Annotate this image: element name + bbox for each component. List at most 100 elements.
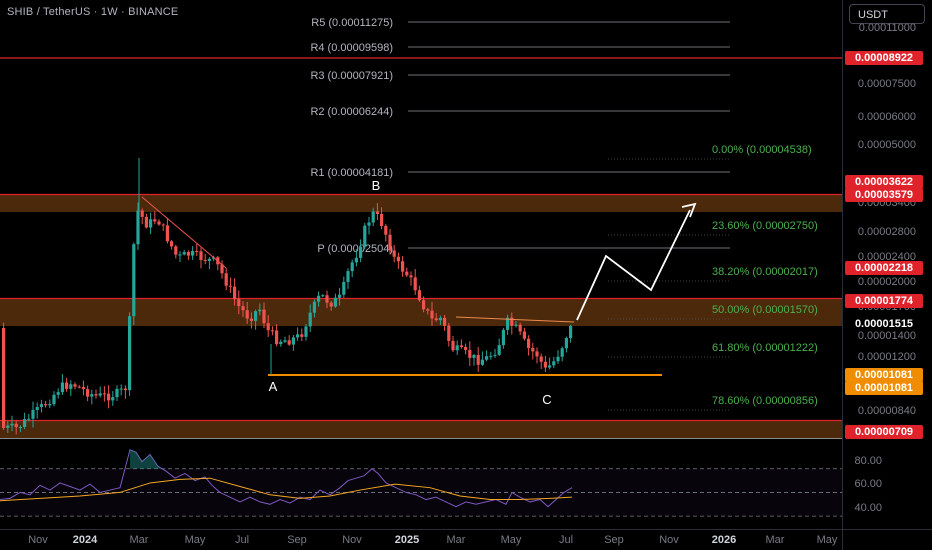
candle-body	[165, 225, 169, 242]
price-badge: 0.00003579	[845, 188, 923, 202]
candle-body	[86, 389, 90, 397]
resistance-zone	[0, 298, 842, 326]
wave-label-c: C	[542, 392, 551, 407]
candle-body	[291, 337, 295, 345]
candle-body	[237, 299, 241, 307]
candle-body	[90, 394, 94, 397]
price-tick-label: 0.00002000	[857, 276, 916, 288]
price-tick-label: 0.00001400	[857, 330, 916, 342]
candle-body	[468, 349, 472, 358]
price-badge: 0.00001774	[845, 294, 923, 308]
candle-body	[258, 309, 262, 312]
candle-body	[304, 326, 308, 337]
candle-body	[375, 211, 379, 214]
candle-body	[396, 256, 400, 262]
candle-body	[39, 404, 43, 408]
candle-body	[52, 394, 56, 405]
candle-body	[279, 341, 283, 345]
candle-body	[401, 261, 405, 272]
candle-body	[497, 345, 501, 355]
time-tick-label: May	[500, 534, 522, 546]
candle-body	[518, 324, 522, 332]
price-badge: 0.00008922	[845, 51, 923, 65]
candle-body	[308, 312, 312, 327]
candle-body	[287, 340, 291, 345]
candle-body	[531, 347, 535, 352]
candle-body	[111, 397, 115, 401]
candle-body	[564, 338, 568, 349]
candle-body	[312, 301, 316, 313]
candle-body	[115, 388, 119, 398]
candle-body	[493, 354, 497, 356]
candle-body	[149, 219, 153, 228]
candle-body	[186, 252, 190, 256]
candle-body	[98, 393, 102, 396]
rsi-overbought-fill	[130, 449, 162, 469]
price-tick-label: 0.00000840	[857, 405, 916, 417]
resistance-zone	[0, 420, 842, 438]
price-badge: 0.00000709	[845, 425, 923, 439]
candle-body	[128, 316, 132, 391]
candle-body	[157, 221, 161, 225]
rsi-tick-label: 80.00	[854, 455, 882, 467]
candle-body	[23, 419, 27, 427]
price-tick-label: 0.00002800	[857, 226, 916, 238]
candle-body	[2, 328, 6, 428]
candle-body	[321, 295, 325, 297]
candle-body	[203, 259, 207, 262]
candle-body	[527, 338, 531, 348]
candle-body	[283, 340, 287, 342]
candle-body	[270, 330, 274, 332]
candle-body	[472, 354, 476, 358]
time-tick-label: May	[816, 534, 838, 546]
time-tick-label: 2025	[394, 534, 420, 546]
candle-body	[300, 334, 304, 337]
candle-body	[18, 426, 22, 428]
candle-body	[233, 286, 237, 300]
candle-body	[266, 323, 270, 331]
candle-body	[224, 273, 228, 286]
candle-body	[371, 211, 375, 223]
candle-body	[56, 392, 60, 395]
candle-body	[69, 384, 73, 389]
rsi-ma-line	[0, 477, 573, 502]
candle-body	[195, 251, 199, 253]
price-tick-label: 0.00011000	[858, 22, 916, 34]
candle-body	[451, 340, 455, 351]
time-tick-label: Sep	[287, 534, 307, 546]
candle-body	[476, 354, 480, 365]
candle-body	[73, 384, 77, 387]
candle-body	[81, 387, 85, 390]
time-tick-label: 2024	[72, 534, 98, 546]
candle-body	[77, 386, 81, 388]
candle-body	[31, 409, 35, 419]
candle-body	[275, 330, 279, 345]
pivot-label: P (0.00002504)	[317, 243, 393, 255]
candle-body	[434, 318, 438, 321]
candle-body	[380, 213, 384, 226]
candle-body	[161, 224, 165, 226]
price-badge: 0.00003622	[845, 175, 923, 189]
candle-body	[329, 302, 333, 307]
candle-body	[359, 246, 363, 258]
candle-body	[10, 423, 14, 426]
candle-body	[388, 234, 392, 251]
fib-label: 78.60% (0.00000856)	[712, 395, 818, 407]
currency-button[interactable]: USDT	[849, 4, 925, 24]
candle-body	[535, 351, 539, 357]
candle-body	[220, 264, 224, 274]
candle-body	[426, 309, 430, 311]
candle-body	[447, 325, 451, 341]
candle-body	[522, 331, 526, 339]
candle-body	[346, 271, 350, 282]
time-tick-label: Jul	[234, 534, 250, 546]
candle-body	[354, 257, 358, 263]
candle-body	[254, 311, 258, 321]
candle-body	[94, 394, 98, 396]
pivot-label: R3 (0.00007921)	[310, 70, 393, 82]
candle-body	[569, 325, 573, 339]
pivot-label: R2 (0.00006244)	[310, 106, 393, 118]
candle-body	[367, 222, 371, 226]
candle-body	[506, 317, 510, 330]
